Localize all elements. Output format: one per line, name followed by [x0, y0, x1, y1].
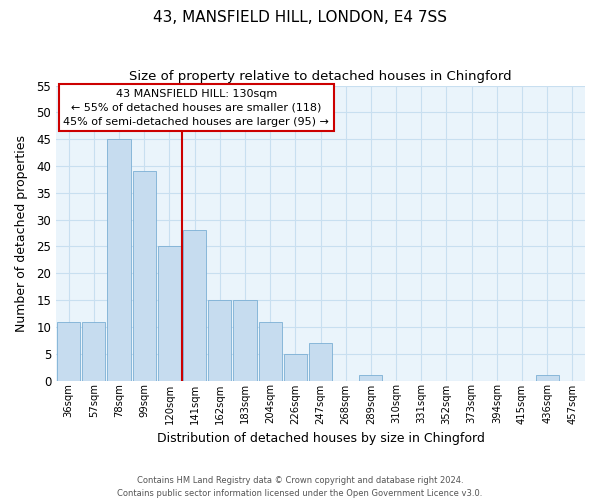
- Text: Contains HM Land Registry data © Crown copyright and database right 2024.
Contai: Contains HM Land Registry data © Crown c…: [118, 476, 482, 498]
- Y-axis label: Number of detached properties: Number of detached properties: [15, 134, 28, 332]
- Bar: [309, 343, 332, 380]
- Bar: [158, 246, 181, 380]
- Bar: [233, 300, 257, 380]
- Bar: [536, 375, 559, 380]
- Title: Size of property relative to detached houses in Chingford: Size of property relative to detached ho…: [129, 70, 512, 83]
- Bar: [82, 322, 106, 380]
- Bar: [208, 300, 232, 380]
- Bar: [107, 139, 131, 380]
- Text: 43, MANSFIELD HILL, LONDON, E4 7SS: 43, MANSFIELD HILL, LONDON, E4 7SS: [153, 10, 447, 25]
- Bar: [284, 354, 307, 380]
- Bar: [133, 172, 156, 380]
- Bar: [259, 322, 282, 380]
- Bar: [183, 230, 206, 380]
- X-axis label: Distribution of detached houses by size in Chingford: Distribution of detached houses by size …: [157, 432, 484, 445]
- Bar: [359, 375, 382, 380]
- Text: 43 MANSFIELD HILL: 130sqm
← 55% of detached houses are smaller (118)
45% of semi: 43 MANSFIELD HILL: 130sqm ← 55% of detac…: [63, 88, 329, 126]
- Bar: [57, 322, 80, 380]
